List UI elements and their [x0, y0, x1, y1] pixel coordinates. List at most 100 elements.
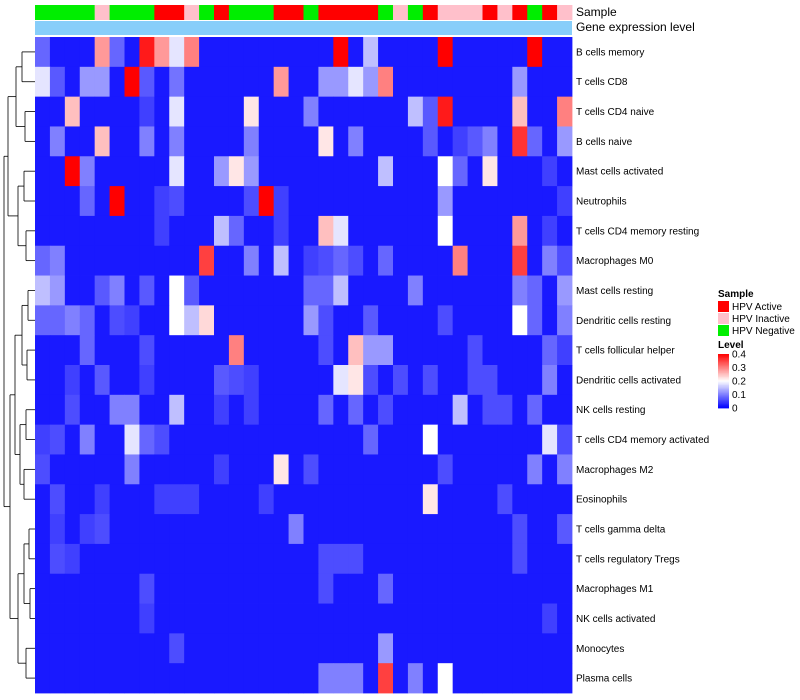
heatmap-cell	[393, 335, 409, 366]
heatmap-cell	[139, 66, 155, 98]
heatmap-cell	[49, 633, 66, 664]
heatmap-cell	[124, 186, 140, 217]
heatmap-cell	[79, 37, 96, 68]
row-label: Plasma cells	[576, 674, 632, 685]
row-label: Macrophages M2	[576, 465, 654, 476]
heatmap-cell	[467, 126, 483, 157]
heatmap-cell	[482, 305, 498, 336]
heatmap-cell	[228, 365, 245, 396]
heatmap-cell	[363, 245, 379, 276]
heatmap-cell	[273, 514, 289, 545]
heatmap-cell	[318, 66, 334, 98]
heatmap-cell	[318, 156, 334, 187]
heatmap-cell	[199, 305, 215, 336]
heatmap-cell	[169, 156, 185, 187]
heatmap-cell	[437, 663, 454, 694]
heatmap-cell	[49, 543, 66, 575]
heatmap-cell	[124, 454, 140, 485]
heatmap-cell	[348, 424, 364, 455]
heatmap-cell	[467, 543, 483, 575]
heatmap-cell	[512, 215, 528, 247]
heatmap-cell	[527, 335, 543, 366]
heatmap-cell	[288, 126, 304, 157]
heatmap-cell	[184, 96, 200, 127]
heatmap-cell	[422, 126, 439, 157]
heatmap-cell	[333, 543, 349, 575]
heatmap-cell	[154, 37, 170, 68]
colorbar-segment	[718, 395, 729, 398]
heatmap-cell	[542, 215, 558, 247]
heatmap-cell	[527, 305, 543, 336]
heatmap-cell	[437, 514, 454, 545]
heatmap-cell	[94, 335, 110, 366]
heatmap-cell	[542, 126, 558, 157]
heatmap-cell	[378, 305, 394, 336]
heatmap-cell	[422, 96, 439, 127]
heatmap-cell	[139, 156, 155, 187]
heatmap-cell	[243, 573, 260, 604]
heatmap-cell	[348, 454, 364, 485]
heatmap-cell	[199, 543, 215, 575]
heatmap-cell	[243, 603, 260, 634]
colorbar-segment	[718, 362, 729, 364]
heatmap-cell	[333, 603, 349, 634]
heatmap-cell	[199, 245, 215, 276]
heatmap-cell	[124, 543, 140, 575]
heatmap-cell	[288, 245, 304, 276]
sample-annotation-cell	[333, 5, 349, 20]
sample-annotation-cell	[273, 5, 289, 20]
heatmap-cell	[407, 66, 424, 98]
heatmap-cell	[214, 305, 230, 336]
heatmap-cell	[303, 37, 319, 68]
heatmap-cell	[318, 454, 334, 485]
heatmap-cell	[452, 663, 468, 694]
sample-annotation-cell	[437, 5, 454, 20]
colorbar-tick-label: 0.1	[732, 390, 746, 401]
heatmap-cell	[437, 37, 454, 68]
heatmap-cell	[124, 633, 140, 664]
heatmap-cell	[333, 66, 349, 98]
heatmap-cell	[139, 663, 155, 694]
heatmap-cell	[64, 66, 81, 98]
heatmap-cell	[258, 126, 275, 157]
heatmap-cell	[557, 245, 573, 276]
heatmap-cell	[557, 424, 573, 455]
heatmap-cell	[199, 394, 215, 426]
colorbar-segment	[718, 397, 729, 399]
colorbar-segment	[718, 370, 729, 372]
heatmap-cell	[378, 394, 394, 426]
heatmap-cell	[273, 156, 289, 187]
heatmap-cell	[393, 543, 409, 575]
colorbar-tick-label: 0.3	[732, 363, 746, 374]
heatmap-cell	[169, 66, 185, 98]
heatmap-cell	[333, 37, 349, 68]
heatmap-cell	[407, 245, 424, 276]
heatmap-cell	[169, 454, 185, 485]
heatmap-cell	[407, 275, 424, 306]
heatmap-cell	[497, 156, 513, 187]
heatmap-cell	[228, 156, 245, 187]
heatmap-cell	[199, 365, 215, 396]
heatmap-cell	[184, 633, 200, 664]
heatmap-cell	[35, 454, 51, 485]
heatmap-cell	[542, 633, 558, 664]
heatmap-cell	[378, 514, 394, 545]
sample-annotation-cell	[124, 5, 140, 20]
heatmap-cell	[184, 514, 200, 545]
heatmap-cell	[303, 484, 319, 515]
heatmap-cell	[184, 186, 200, 217]
heatmap-cell	[303, 603, 319, 634]
heatmap-cell	[348, 37, 364, 68]
legend-entry-label: HPV Active	[732, 302, 782, 313]
heatmap-cell	[303, 156, 319, 187]
heatmap-cell	[154, 335, 170, 366]
heatmap-cell	[393, 365, 409, 396]
heatmap-cell	[527, 245, 543, 276]
heatmap-cell	[184, 215, 200, 247]
heatmap-cell	[527, 633, 543, 664]
colorbar-segment	[718, 376, 729, 379]
heatmap-cell	[64, 156, 81, 187]
heatmap-cell	[422, 514, 439, 545]
